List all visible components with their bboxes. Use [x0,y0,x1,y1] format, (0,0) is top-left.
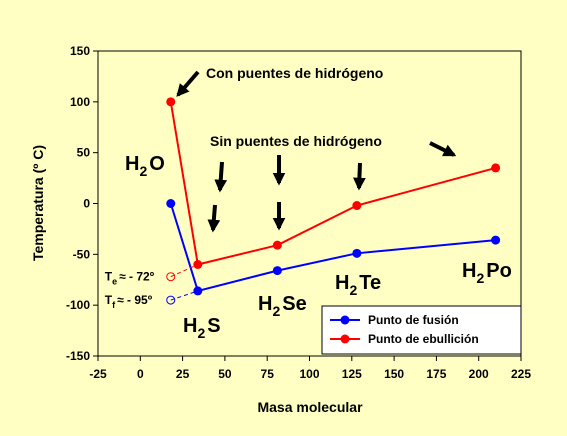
legend-label: Punto de ebullición [368,332,479,346]
molecule-label-main: H [183,315,197,337]
x-tick-label: 150 [384,367,404,381]
estimate-label-main: T [105,270,113,284]
molecule-label-sub: 2 [476,270,484,286]
estimate-label-sub: e [112,277,117,287]
molecule-label-sub: 2 [139,163,147,179]
molecule-label-tail: Se [282,293,306,315]
data-point [166,199,176,208]
data-point [166,97,176,107]
molecule-label: H2 S [183,315,221,341]
data-point [352,201,362,211]
arrow [214,161,228,193]
molecule-label-sub: 2 [349,282,357,298]
x-tick-label: 200 [469,367,489,381]
molecule-label-main: H [258,293,272,315]
molecule-label-sub: 2 [272,303,280,319]
molecule-label-main: H [335,272,349,294]
y-axis-title: Temperatura (º C) [30,145,46,261]
estimate-label: Tf ≈ - 95º [105,293,153,310]
legend-label: Punto de fusión [368,313,459,327]
data-point [193,286,203,296]
y-tick-label: 100 [70,95,90,109]
estimate-point [166,272,176,282]
x-tick-label: 100 [299,367,319,381]
molecule-label: H2 Po [462,260,512,286]
x-tick-label: 175 [426,367,446,381]
data-point [193,260,203,269]
legend [321,305,522,355]
x-tick-label: 50 [218,367,232,381]
molecule-label-tail: O [149,153,165,175]
data-point [352,248,362,258]
molecule-label-tail: Po [486,260,512,282]
arrow [353,162,366,191]
x-tick-label: 75 [261,367,275,381]
annotation: Con puentes de hidrógeno [206,65,383,81]
estimate-label-main: T [105,293,113,307]
molecule-label-tail: S [207,315,220,337]
estimate-link [170,290,198,301]
data-point [272,240,282,250]
estimate-label-tail: ≈ - 95º [117,293,153,307]
estimate-label: Te ≈ - 72º [105,270,155,287]
x-tick-label: -25 [89,367,107,381]
estimate-label-tail: ≈ - 72º [119,270,155,284]
x-axis-title: Masa molecular [257,399,363,415]
estimate-point [166,295,176,305]
molecule-label-tail: Te [359,272,381,294]
x-tick-label: 225 [511,367,531,381]
x-tick-label: 25 [176,367,190,381]
annotation: Sin puentes de hidrógeno [210,133,382,149]
y-tick-label: -150 [66,349,90,363]
legend-marker [340,334,350,344]
molecule-label: H2 Te [335,272,381,298]
arrows [176,70,457,233]
y-tick-label: 50 [77,146,91,160]
data-point [491,163,501,173]
arrow [176,70,200,97]
molecule-label-main: H [462,260,476,282]
legend-marker [340,315,350,325]
x-tick-label: 0 [137,367,144,381]
estimate-link [170,264,199,278]
y-tick-label: -100 [66,298,90,312]
molecule-label-main: H [125,153,139,175]
x-tick-label: 125 [342,367,362,381]
arrow [429,141,457,157]
molecule-label: H2 O [125,153,165,179]
data-point [272,266,282,276]
y-tick-label: -50 [73,247,91,261]
data-point [491,235,501,245]
molecule-label: H2 Se [258,293,307,319]
y-tick-label: 0 [83,197,90,211]
molecule-label-sub: 2 [197,325,205,341]
arrow [207,204,221,233]
y-tick-label: 150 [70,44,90,58]
estimate-label-sub: f [112,300,116,310]
